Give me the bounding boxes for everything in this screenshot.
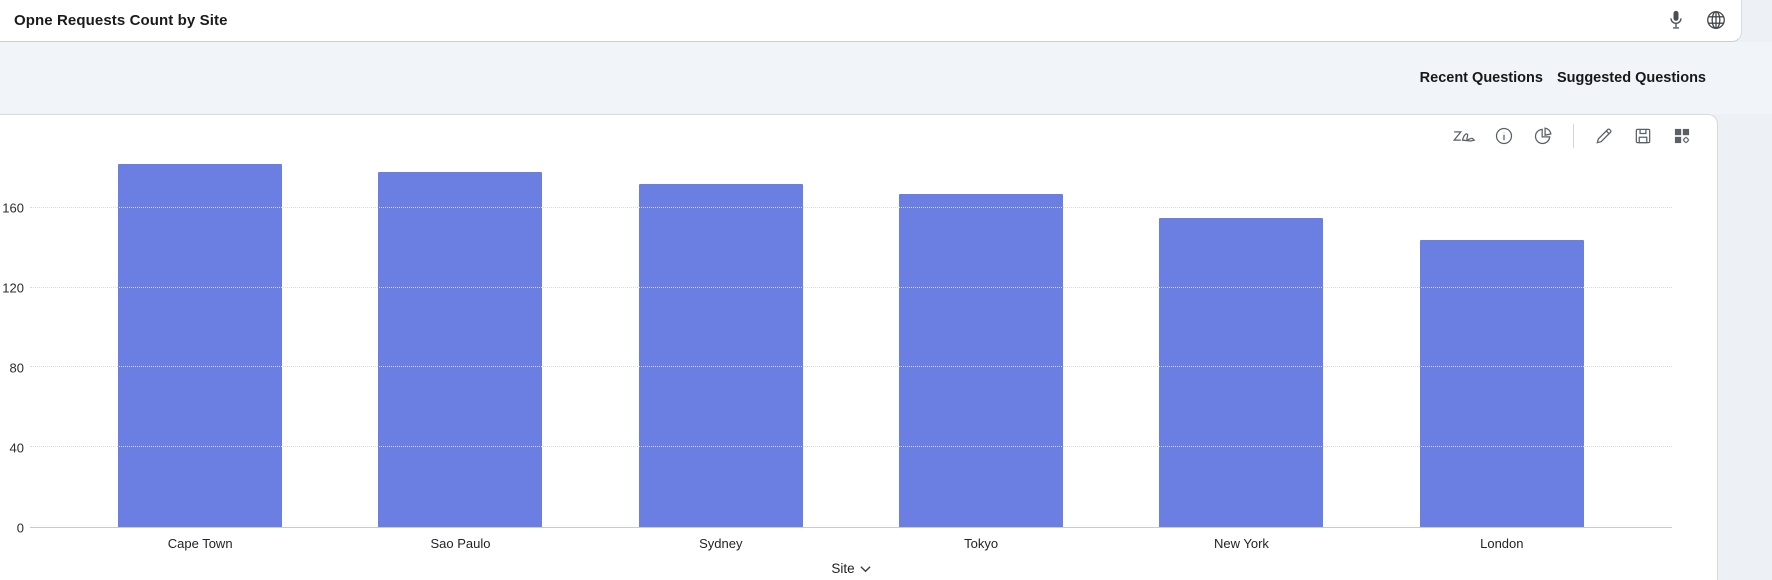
- bar-sao-paulo[interactable]: [378, 171, 543, 527]
- pencil-icon: [1594, 126, 1614, 146]
- site-axis-dropdown[interactable]: Site: [831, 561, 871, 576]
- bar-slot: [70, 128, 330, 527]
- language-button[interactable]: [1703, 8, 1729, 34]
- info-button[interactable]: [1493, 125, 1515, 147]
- gridline-40: [30, 446, 1672, 448]
- y-tick-label-0: 0: [16, 520, 24, 536]
- bar-new-york[interactable]: [1159, 217, 1324, 527]
- category-label-cape-town: Cape Town: [167, 536, 233, 551]
- chart-type-button[interactable]: [1532, 125, 1554, 147]
- category-label-sao-paulo: Sao Paulo: [430, 536, 491, 551]
- y-tick-label-120: 120: [2, 280, 24, 296]
- bar-slot: [591, 128, 851, 527]
- save-button[interactable]: [1632, 125, 1654, 147]
- bar-slot: [851, 128, 1111, 527]
- bar-slot: [1372, 128, 1632, 527]
- y-tick-label-40: 40: [9, 440, 24, 456]
- gridline-160: [30, 206, 1672, 208]
- y-tick-label-80: 80: [9, 360, 24, 376]
- info-icon: [1494, 126, 1514, 146]
- pie-chart-icon: [1533, 126, 1553, 146]
- questions-band: Recent Questions Suggested Questions: [0, 42, 1772, 114]
- category-label-tokyo: Tokyo: [964, 536, 999, 551]
- bar-slot: [330, 128, 590, 527]
- bar-london[interactable]: [1419, 239, 1584, 527]
- x-axis-category-labels: Cape Town Sao Paulo Sydney Tokyo New York Lon…: [30, 536, 1672, 551]
- recent-questions-link[interactable]: Recent Questions: [1419, 70, 1543, 86]
- chart-card: 0 40 80 120 160 Cape Town Sao Paulo Sydney Toky…: [0, 114, 1718, 580]
- chart-toolbar: [1452, 122, 1693, 150]
- bar-slot: [1111, 128, 1371, 527]
- category-label-london: London: [1480, 536, 1524, 551]
- microphone-icon: [1666, 9, 1686, 34]
- category-label-sydney: Sydney: [699, 536, 743, 551]
- zia-insights-button[interactable]: [1452, 125, 1478, 147]
- microphone-button[interactable]: [1663, 8, 1689, 34]
- toolbar-separator: [1573, 124, 1574, 148]
- bar-tokyo[interactable]: [899, 193, 1064, 527]
- question-bar[interactable]: Opne Requests Count by Site: [0, 0, 1742, 42]
- category-label-new-york: New York: [1214, 536, 1269, 551]
- bar-cape-town[interactable]: [118, 163, 283, 527]
- questions-links: Recent Questions Suggested Questions: [1420, 42, 1706, 114]
- zia-insights-icon: [1452, 126, 1478, 146]
- chevron-down-icon: [860, 561, 871, 576]
- x-axis-title: Site: [831, 561, 855, 576]
- y-axis-labels: 0 40 80 120 160: [0, 128, 24, 536]
- gridline-120: [30, 286, 1672, 288]
- widgets-grid-gear-icon: [1672, 126, 1692, 146]
- add-to-dashboard-button[interactable]: [1671, 125, 1693, 147]
- question-text: Opne Requests Count by Site: [14, 12, 228, 29]
- y-tick-label-160: 160: [2, 200, 24, 216]
- gridline-80: [30, 366, 1672, 368]
- save-icon: [1633, 126, 1653, 146]
- bars-row: [30, 128, 1672, 527]
- plot-area: [30, 128, 1672, 528]
- globe-language-icon: [1705, 9, 1727, 34]
- suggested-questions-link[interactable]: Suggested Questions: [1556, 70, 1706, 86]
- edit-button[interactable]: [1593, 125, 1615, 147]
- bar-sydney[interactable]: [638, 183, 803, 527]
- x-axis-title-row: Site: [30, 561, 1672, 576]
